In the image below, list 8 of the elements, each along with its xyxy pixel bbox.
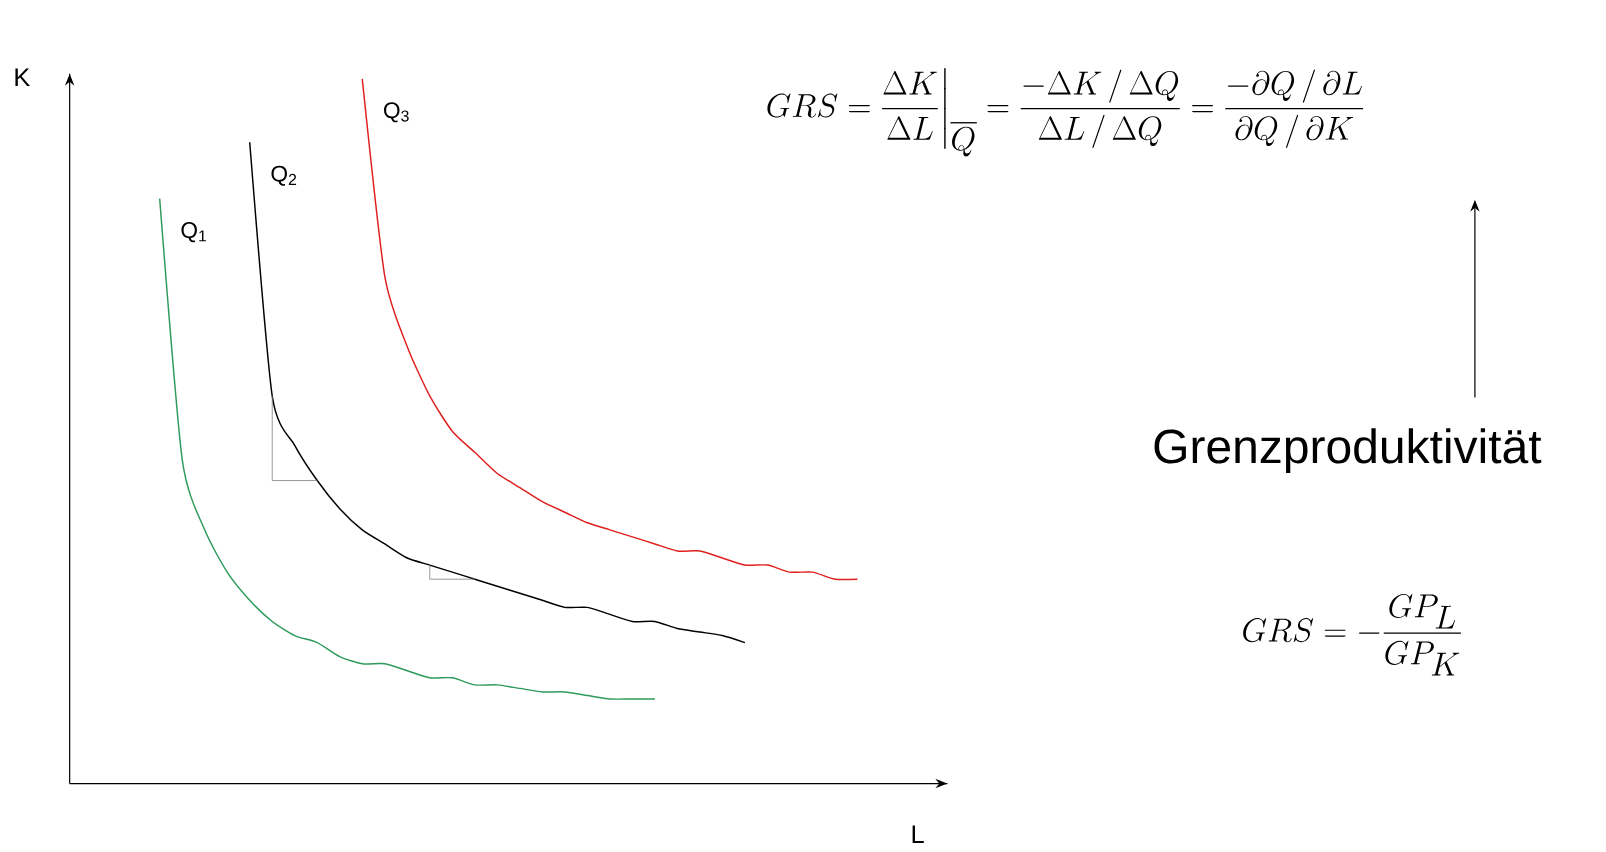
series-label: Q$_{1}$ <box>181 221 207 243</box>
series-label: Q$_{3}$ <box>384 102 409 123</box>
x-axis-title: L <box>912 825 924 843</box>
series-label: Q$_{2}$ <box>271 165 297 186</box>
y-axis-title: K <box>15 68 30 86</box>
annotation: $GRS = \frac{\Delta K}{\Delta L}\bigg|_{\overline{Q}} = \frac{-\Delta K\,/\,\Delta Q}{\Delta L\,/\,\Delta Q} = \frac{-\partial Q\,/\,\partial L}{\partial Q\,/\,\partial K}$ <box>767 68 1364 157</box>
text: $GRS = -\frac{GP_{L}}{GP_{K}}$ <box>1243 593 1461 676</box>
text: Grenzproduktivität <box>1154 428 1542 473</box>
